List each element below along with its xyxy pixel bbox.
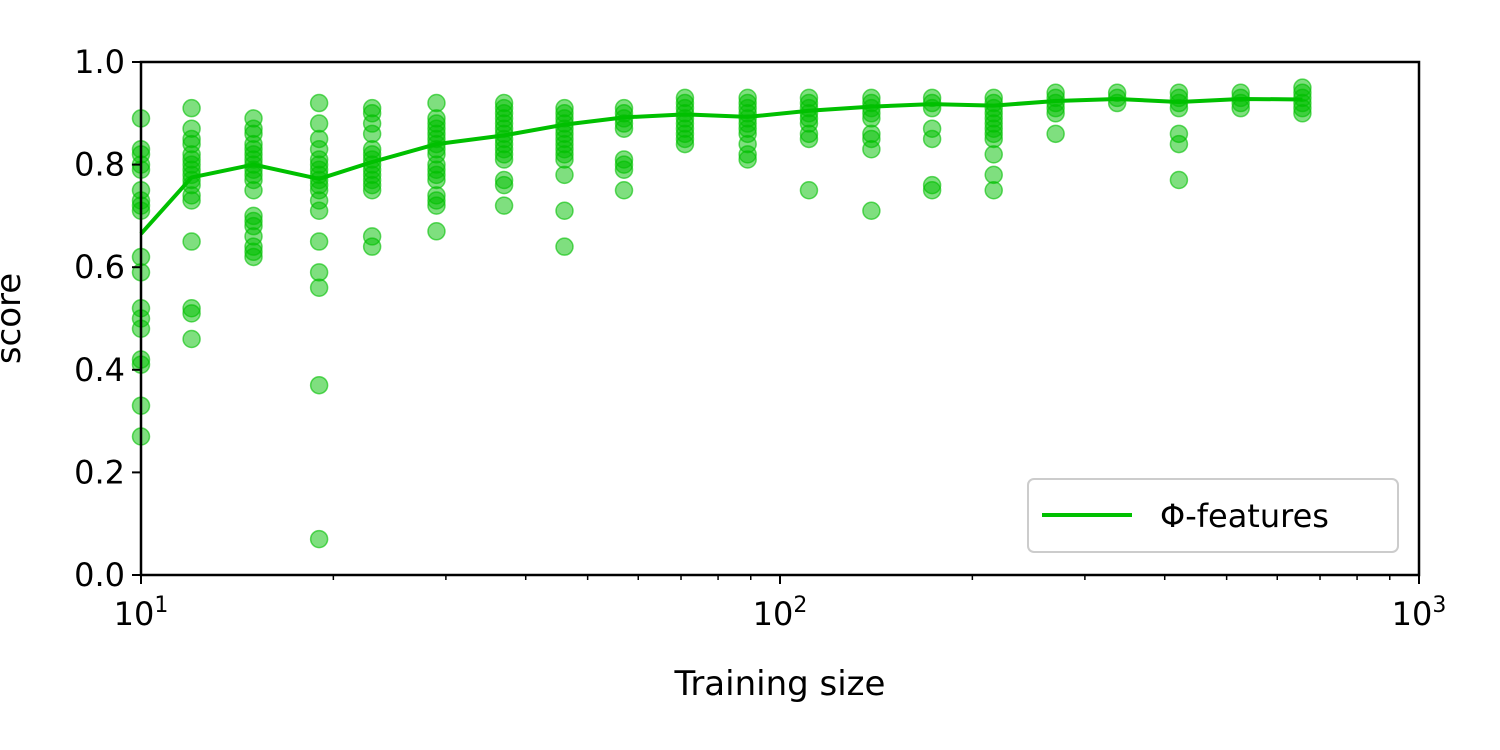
scatter-point	[182, 232, 201, 251]
x-axis-label: Training size	[674, 664, 886, 704]
scatter-point	[614, 119, 634, 138]
scatter-point	[1169, 98, 1189, 118]
x-tick-label: 101	[114, 593, 169, 633]
x-tick-label: 103	[1392, 593, 1447, 633]
scatter-point	[362, 237, 382, 256]
scatter-point	[182, 304, 201, 323]
scatter-point	[675, 134, 695, 154]
scatter-point	[494, 196, 514, 215]
scatter-point	[427, 93, 446, 113]
scatter-point	[1293, 104, 1312, 123]
scatter-layer	[131, 78, 1312, 549]
scatter-point	[244, 181, 263, 200]
scatter-point	[1231, 98, 1250, 118]
scatter-point	[309, 278, 329, 297]
scatter-point	[182, 98, 201, 118]
scatter-point	[738, 150, 757, 169]
scatter-point	[984, 129, 1003, 149]
scatter-point	[244, 247, 263, 267]
y-tick-label: 0.4	[74, 351, 125, 389]
scatter-point	[362, 181, 382, 200]
scatter-point	[555, 237, 574, 256]
scatter-point	[1046, 124, 1065, 144]
scatter-point	[984, 181, 1003, 200]
scatter-point	[362, 124, 382, 144]
scatter-point	[984, 145, 1003, 164]
scatter-point	[555, 150, 574, 169]
scatter-point	[862, 109, 881, 128]
scatter-point	[862, 201, 881, 221]
scatter-point	[862, 139, 881, 159]
scatter-point	[555, 165, 574, 185]
scatter-point	[922, 181, 942, 200]
scatter-point	[427, 222, 446, 241]
scatter-point	[614, 160, 634, 179]
scatter-point	[1046, 104, 1065, 123]
y-tick-label: 0.6	[74, 248, 125, 286]
scatter-point	[799, 181, 819, 200]
ticks-layer: 0.0 0.2 0.4 0.6 0.8 1.0 101 102 103	[74, 43, 1446, 633]
scatter-point	[309, 375, 329, 395]
series-line-phi-features	[139, 96, 1303, 236]
legend-label: Φ-features	[1160, 497, 1329, 535]
x-tick-label: 102	[753, 593, 808, 633]
legend-box	[1027, 478, 1399, 553]
line-layer	[139, 96, 1303, 236]
scatter-point	[614, 181, 634, 200]
scatter-point	[309, 232, 329, 251]
y-tick-label: 1.0	[74, 43, 125, 81]
scatter-point	[309, 201, 329, 221]
scatter-point	[309, 114, 329, 133]
y-tick-label: 0.2	[74, 453, 125, 491]
legend: Φ-features	[1027, 478, 1399, 553]
scatter-point	[182, 329, 201, 349]
scatter-point	[555, 201, 574, 221]
scatter-point	[309, 93, 329, 113]
scatter-point	[309, 263, 329, 282]
scatter-point	[182, 191, 201, 210]
y-tick-label: 0.8	[74, 146, 125, 184]
y-axis-label: score	[0, 273, 29, 364]
scatter-point	[309, 529, 329, 549]
scatter-point	[427, 170, 446, 190]
scatter-point	[922, 129, 942, 149]
y-tick-label: 0.0	[74, 556, 125, 594]
scatter-point	[427, 196, 446, 215]
scatter-point	[1169, 134, 1189, 154]
scatter-point	[494, 150, 514, 169]
scatter-point	[799, 129, 819, 149]
scatter-point	[1169, 170, 1189, 190]
scatter-point	[984, 165, 1003, 185]
scatter-point	[494, 175, 514, 195]
